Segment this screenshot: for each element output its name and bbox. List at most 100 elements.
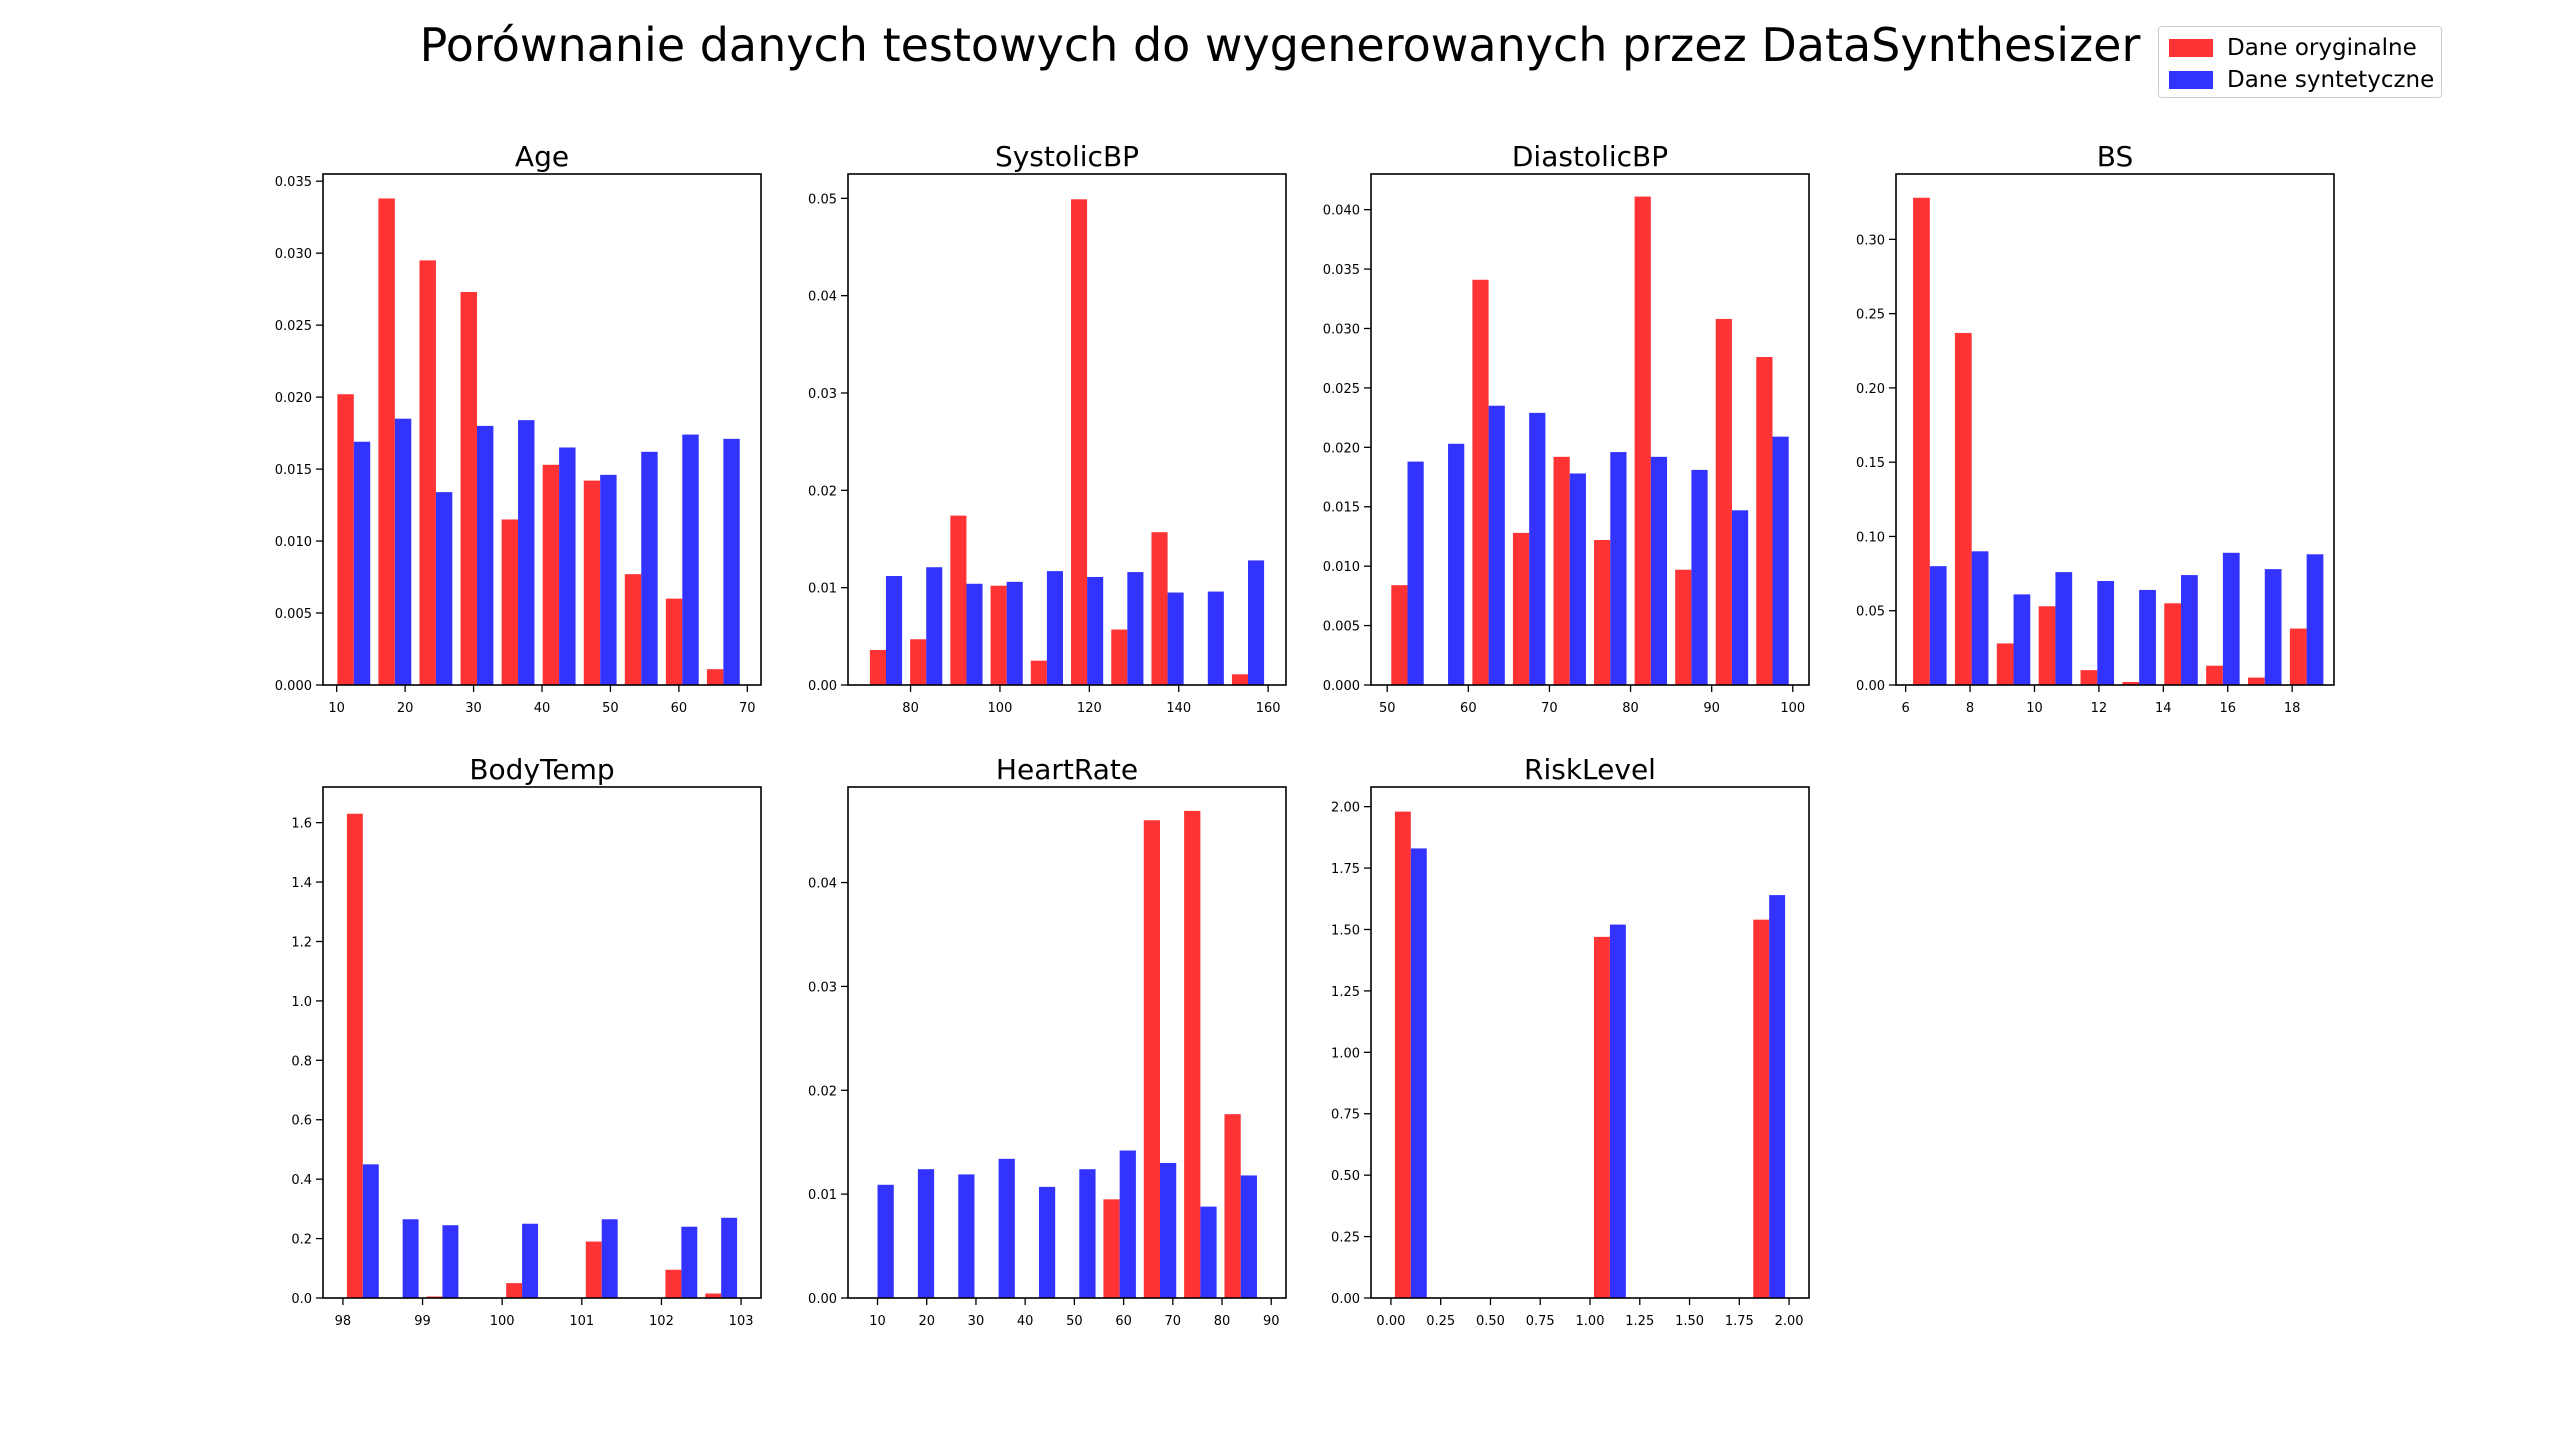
ytick-label-heartrate: 0.00 xyxy=(808,1292,837,1307)
bar-diastolicbp-original-3 xyxy=(1512,532,1530,685)
ytick-label-bodytemp: 0.6 xyxy=(291,1114,312,1129)
chart-heartrate: 10 20 30 40 50 60 70 80 90 0.00 0.01 0.02 0.03 0.04 He… xyxy=(808,753,1287,1329)
xtick-label-heartrate: 20 xyxy=(918,1314,935,1329)
xtick-label-age: 60 xyxy=(671,701,688,716)
xtick-label-heartrate: 90 xyxy=(1263,1314,1280,1329)
ytick-label-heartrate: 0.01 xyxy=(808,1188,837,1203)
legend-swatch-synthetic xyxy=(2169,71,2213,89)
bar-bs-original-9 xyxy=(2289,628,2307,685)
bar-age-original-4 xyxy=(501,519,519,685)
ytick-label-diastolicbp: 0.010 xyxy=(1323,560,1360,575)
chart-title-bodytemp: BodyTemp xyxy=(469,753,614,786)
xtick-label-heartrate: 10 xyxy=(869,1314,886,1329)
bar-bs-original-7 xyxy=(2206,665,2223,685)
xtick-label-heartrate: 70 xyxy=(1165,1314,1182,1329)
bar-heartrate-synthetic-8 xyxy=(1200,1206,1217,1298)
bar-diastolicbp-synthetic-5 xyxy=(1610,452,1627,685)
xtick-label-risklevel: 0.25 xyxy=(1426,1314,1455,1329)
bar-heartrate-synthetic-1 xyxy=(917,1169,935,1298)
bar-systolicbp-synthetic-7 xyxy=(1167,592,1184,685)
xtick-label-bodytemp: 103 xyxy=(729,1314,754,1329)
ytick-label-bodytemp: 1.2 xyxy=(291,935,312,950)
bar-diastolicbp-synthetic-4 xyxy=(1569,473,1586,685)
ytick-label-diastolicbp: 0.000 xyxy=(1323,679,1360,694)
bar-bodytemp-synthetic-4 xyxy=(522,1223,539,1298)
xtick-label-heartrate: 30 xyxy=(968,1314,985,1329)
bar-risklevel-original-0 xyxy=(1394,811,1411,1298)
bar-bs-original-0 xyxy=(1913,197,1930,685)
bar-heartrate-original-6 xyxy=(1103,1199,1120,1298)
xtick-label-risklevel: 0.00 xyxy=(1376,1314,1405,1329)
bar-bs-synthetic-7 xyxy=(2222,552,2240,685)
bar-heartrate-synthetic-0 xyxy=(877,1184,894,1298)
ytick-label-age: 0.035 xyxy=(275,175,312,190)
chart-title-diastolicbp: DiastolicBP xyxy=(1512,140,1668,173)
bar-age-original-8 xyxy=(665,598,683,685)
ytick-label-age: 0.025 xyxy=(275,319,312,334)
bar-bs-original-5 xyxy=(2122,682,2140,685)
bar-bs-synthetic-2 xyxy=(2013,594,2031,685)
xtick-label-bodytemp: 101 xyxy=(569,1314,594,1329)
bar-heartrate-synthetic-3 xyxy=(998,1158,1015,1298)
bar-systolicbp-synthetic-1 xyxy=(926,567,943,685)
bar-age-synthetic-8 xyxy=(682,434,699,685)
ytick-label-bs: 0.05 xyxy=(1856,605,1885,620)
bar-bodytemp-synthetic-1 xyxy=(402,1219,419,1298)
chart-title-risklevel: RiskLevel xyxy=(1524,753,1656,786)
bar-age-original-3 xyxy=(460,292,477,685)
bar-diastolicbp-synthetic-3 xyxy=(1529,412,1546,685)
xtick-label-systolicbp: 140 xyxy=(1166,701,1191,716)
bar-age-original-1 xyxy=(378,198,395,685)
ytick-label-diastolicbp: 0.015 xyxy=(1323,501,1360,516)
bar-systolicbp-synthetic-3 xyxy=(1006,581,1023,685)
bar-heartrate-original-9 xyxy=(1224,1114,1241,1298)
xtick-label-risklevel: 1.25 xyxy=(1625,1314,1654,1329)
bar-systolicbp-synthetic-8 xyxy=(1207,591,1224,685)
bar-diastolicbp-original-7 xyxy=(1675,569,1692,685)
bar-diastolicbp-original-0 xyxy=(1391,585,1408,685)
chart-bs: 6 8 10 12 14 16 18 0.00 0.05 0.10 0.15 0.20 0.25 0.30… xyxy=(1856,140,2335,716)
xtick-label-bs: 16 xyxy=(2219,701,2236,716)
bar-diastolicbp-synthetic-6 xyxy=(1650,456,1668,685)
xtick-label-diastolicbp: 60 xyxy=(1460,701,1477,716)
xtick-label-systolicbp: 80 xyxy=(902,701,919,716)
bar-diastolicbp-synthetic-7 xyxy=(1691,469,1708,685)
ytick-label-risklevel: 1.00 xyxy=(1331,1046,1360,1061)
ytick-label-bs: 0.10 xyxy=(1856,530,1885,545)
xtick-label-bs: 18 xyxy=(2284,701,2301,716)
xtick-label-risklevel: 1.00 xyxy=(1576,1314,1605,1329)
figure-title: Porównanie danych testowych do wygenerow… xyxy=(419,18,2141,72)
bar-systolicbp-original-7 xyxy=(1151,532,1168,685)
legend-label-original: Dane oryginalne xyxy=(2227,35,2417,61)
ytick-label-heartrate: 0.03 xyxy=(808,980,837,995)
bar-risklevel-synthetic-2 xyxy=(1769,895,1786,1298)
chart-systolicbp: 80 100 120 140 160 0.00 0.01 0.02 0.03 0.04 0.05 Sy… xyxy=(808,140,1287,716)
bar-risklevel-original-1 xyxy=(1593,936,1610,1298)
bar-systolicbp-original-5 xyxy=(1071,199,1088,685)
bar-age-synthetic-9 xyxy=(723,438,740,685)
xtick-label-age: 30 xyxy=(465,701,482,716)
xtick-label-age: 50 xyxy=(602,701,619,716)
bar-risklevel-synthetic-1 xyxy=(1609,924,1626,1298)
ytick-label-age: 0.005 xyxy=(275,607,312,622)
bar-bodytemp-original-9 xyxy=(705,1293,722,1298)
ytick-label-age: 0.030 xyxy=(275,247,312,262)
bar-bs-original-1 xyxy=(1954,332,1972,685)
ytick-label-bodytemp: 0.0 xyxy=(291,1292,312,1307)
xtick-label-systolicbp: 160 xyxy=(1256,701,1281,716)
xtick-label-heartrate: 40 xyxy=(1017,1314,1034,1329)
bar-bodytemp-original-8 xyxy=(665,1269,682,1298)
xtick-label-diastolicbp: 80 xyxy=(1622,701,1639,716)
bar-bodytemp-original-6 xyxy=(585,1241,602,1298)
bar-diastolicbp-synthetic-1 xyxy=(1448,443,1465,685)
ytick-label-bodytemp: 0.2 xyxy=(291,1233,312,1248)
ytick-label-diastolicbp: 0.030 xyxy=(1323,322,1360,337)
xtick-label-age: 20 xyxy=(397,701,414,716)
bar-age-original-2 xyxy=(419,260,436,685)
chart-title-age: Age xyxy=(515,140,569,173)
legend-item-synthetic: Dane syntetyczne xyxy=(2169,66,2434,94)
ytick-label-systolicbp: 0.04 xyxy=(808,290,837,305)
xtick-label-diastolicbp: 90 xyxy=(1703,701,1720,716)
bar-age-synthetic-1 xyxy=(394,418,412,685)
